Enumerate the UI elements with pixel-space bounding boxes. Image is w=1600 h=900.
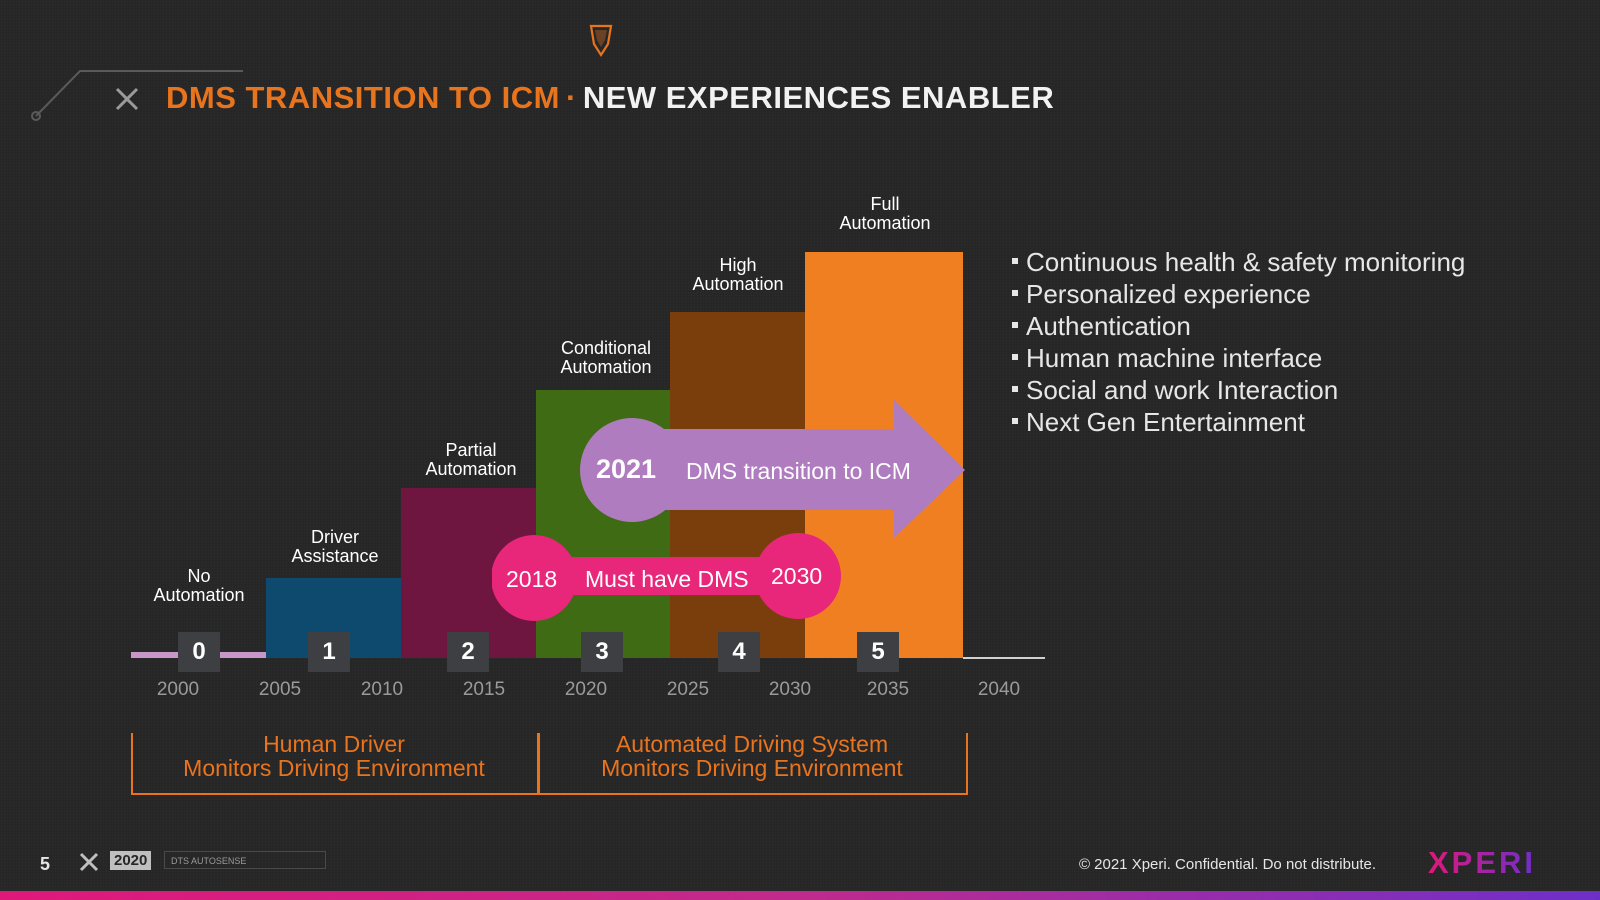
level-number-1: 1 — [308, 632, 350, 672]
feature-bullet-list: Continuous health & safety monitoring Pe… — [1012, 246, 1465, 438]
level-label-0: No Automation — [153, 566, 245, 605]
footer-x-icon — [79, 852, 99, 872]
human-driver-label: Human Driver Monitors Driving Environment — [183, 731, 485, 781]
title-separator: · — [565, 80, 577, 115]
shield-logo-icon — [589, 24, 613, 58]
must-have-end-year: 2030 — [771, 563, 823, 589]
bullet-item: Personalized experience — [1012, 278, 1465, 310]
xperi-logo: XPERI — [1428, 845, 1537, 880]
level-label-5: Full Automation — [839, 194, 931, 233]
bullet-item: Human machine interface — [1012, 342, 1465, 374]
level-number-5: 5 — [857, 632, 899, 672]
bullet-item: Authentication — [1012, 310, 1465, 342]
level-label-1: Driver Assistance — [291, 527, 379, 566]
year-badge: 2020 — [110, 851, 152, 870]
must-have-start-year: 2018 — [506, 566, 558, 592]
level-number-0: 0 — [178, 632, 220, 672]
circuit-line-decoration — [31, 70, 243, 121]
copyright-text: © 2021 Xperi. Confidential. Do not distr… — [1078, 856, 1376, 873]
slide-title: DMS TRANSITION TO ICM · NEW EXPERIENCES EN… — [166, 80, 1054, 116]
bullet-item: Continuous health & safety monitoring — [1012, 246, 1465, 278]
bullet-item: Social and work Interaction — [1012, 374, 1465, 406]
level-number-3: 3 — [581, 632, 623, 672]
year-tick-2035: 2035 — [866, 679, 910, 700]
transition-arrow — [580, 400, 965, 538]
arrow-text: DMS transition to ICM — [686, 458, 911, 484]
year-tick-2030: 2030 — [768, 679, 812, 700]
arrow-year: 2021 — [596, 454, 657, 484]
bullet-item: Next Gen Entertainment — [1012, 406, 1465, 438]
year-tick-2040: 2040 — [977, 679, 1021, 700]
bottom-gradient-strip — [0, 891, 1600, 900]
brand-box: DTS AUTOSENSE — [164, 851, 326, 869]
title-part1: DMS TRANSITION TO ICM — [166, 80, 560, 115]
year-tick-2025: 2025 — [666, 679, 710, 700]
year-tick-2005: 2005 — [258, 679, 302, 700]
baseline-axis — [963, 657, 1045, 659]
must-have-dms-band — [492, 533, 841, 621]
year-tick-2010: 2010 — [360, 679, 404, 700]
level-label-4: High Automation — [692, 255, 784, 294]
automated-system-bracket — [538, 733, 968, 795]
level-number-2: 2 — [447, 632, 489, 672]
close-x-icon — [115, 87, 139, 111]
automated-system-label: Automated Driving System Monitors Driving… — [601, 731, 903, 781]
title-part2: NEW EXPERIENCES ENABLER — [582, 80, 1055, 115]
level-label-2: Partial Automation — [425, 440, 517, 479]
year-tick-2000: 2000 — [156, 679, 200, 700]
must-have-text: Must have DMS — [585, 566, 749, 592]
year-tick-2015: 2015 — [462, 679, 506, 700]
level-number-4: 4 — [718, 632, 760, 672]
level-label-3: Conditional Automation — [560, 338, 652, 377]
page-number: 5 — [40, 854, 51, 874]
year-tick-2020: 2020 — [564, 679, 608, 700]
